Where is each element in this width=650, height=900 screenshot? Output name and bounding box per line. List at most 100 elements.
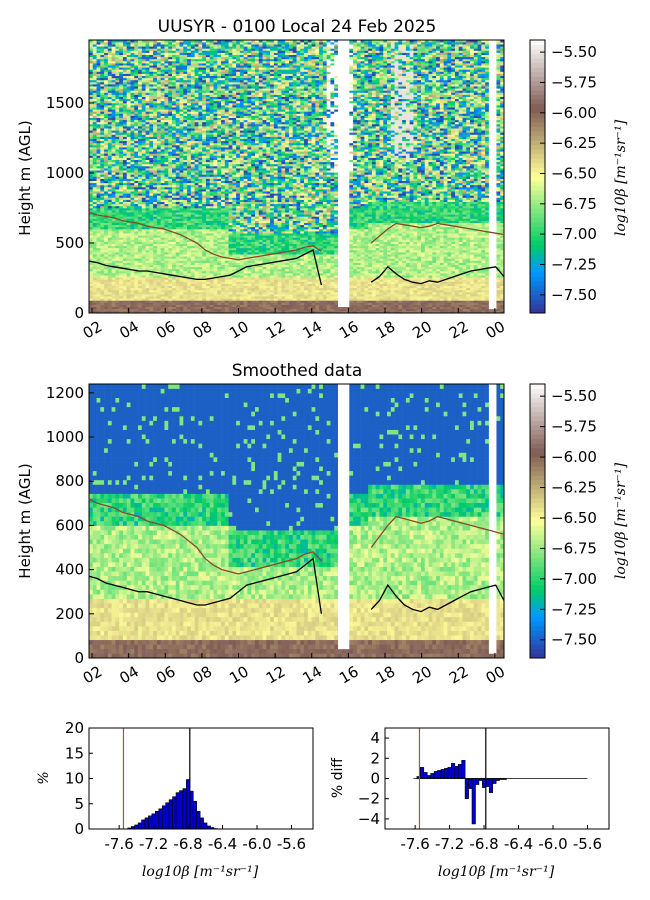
heatmap-cell bbox=[156, 216, 161, 219]
heatmap-cell bbox=[202, 65, 207, 68]
heatmap-cell bbox=[141, 149, 146, 152]
heatmap-cell bbox=[107, 73, 112, 76]
heatmap-cell bbox=[126, 258, 131, 261]
heatmap-cell bbox=[224, 161, 229, 165]
heatmap-cell bbox=[130, 271, 135, 274]
heatmap-cell bbox=[183, 281, 188, 284]
heatmap-cell bbox=[134, 111, 139, 114]
heatmap-cell bbox=[115, 201, 120, 205]
heatmap-cell bbox=[228, 136, 233, 139]
heatmap-cell bbox=[89, 58, 94, 62]
heatmap-cell bbox=[190, 142, 195, 146]
heatmap-cell bbox=[115, 44, 120, 47]
heatmap-cell bbox=[138, 285, 143, 289]
heatmap-cell bbox=[107, 191, 112, 194]
heatmap-cell bbox=[153, 304, 158, 307]
heatmap-cell bbox=[126, 155, 131, 158]
heatmap-cell bbox=[172, 239, 177, 242]
heatmap-cell bbox=[119, 250, 124, 253]
heatmap-cell bbox=[141, 264, 146, 268]
heatmap-cell bbox=[134, 231, 139, 234]
heatmap-cell bbox=[164, 136, 169, 139]
heatmap-cell bbox=[115, 153, 120, 156]
heatmap-cell bbox=[111, 126, 116, 129]
heatmap-cell bbox=[164, 187, 169, 190]
heatmap-cell bbox=[92, 65, 97, 68]
heatmap-cell bbox=[202, 172, 207, 175]
heatmap-cell bbox=[190, 79, 195, 83]
heatmap-cell bbox=[205, 285, 211, 289]
heatmap-cell bbox=[89, 203, 94, 207]
heatmap-cell bbox=[168, 243, 173, 247]
heatmap-cell bbox=[138, 231, 143, 234]
heatmap-cell bbox=[111, 130, 116, 133]
heatmap-cell bbox=[160, 115, 165, 118]
heatmap-cell bbox=[205, 88, 211, 91]
heatmap-cell bbox=[89, 252, 94, 255]
heatmap-cell bbox=[92, 208, 97, 211]
heatmap-cell bbox=[179, 109, 184, 112]
heatmap-cell bbox=[213, 46, 218, 49]
heatmap-cell bbox=[107, 222, 112, 226]
heatmap-cell bbox=[96, 275, 101, 278]
heatmap-cell bbox=[130, 296, 135, 299]
heatmap-cell bbox=[172, 128, 177, 131]
heatmap-cell bbox=[138, 163, 143, 167]
heatmap-cell bbox=[96, 63, 101, 66]
heatmap-cell bbox=[209, 189, 214, 192]
heatmap-cell bbox=[224, 296, 229, 299]
heatmap-cell bbox=[145, 159, 150, 163]
heatmap-cell bbox=[130, 262, 135, 265]
heatmap-cell bbox=[119, 86, 124, 89]
heatmap-cell bbox=[130, 224, 135, 228]
heatmap-cell bbox=[179, 214, 184, 217]
heatmap-cell bbox=[156, 134, 161, 137]
heatmap-cell bbox=[209, 121, 214, 125]
heatmap-cell bbox=[202, 161, 207, 165]
heatmap-cell bbox=[92, 302, 97, 305]
heatmap-cell bbox=[96, 140, 101, 144]
heatmap-cell bbox=[130, 306, 135, 310]
heatmap-cell bbox=[187, 132, 192, 135]
heatmap-cell bbox=[217, 128, 222, 131]
heatmap-cell bbox=[115, 86, 120, 89]
heatmap-cell bbox=[160, 138, 165, 142]
heatmap-cell bbox=[138, 247, 143, 251]
heatmap-cell bbox=[228, 119, 233, 123]
heatmap-cell bbox=[126, 147, 131, 150]
heatmap-cell bbox=[119, 52, 124, 55]
heatmap-cell bbox=[183, 172, 188, 175]
heatmap-cell bbox=[149, 71, 154, 74]
heatmap-cell bbox=[119, 126, 124, 129]
heatmap-cell bbox=[96, 199, 101, 202]
heatmap-cell bbox=[92, 94, 97, 97]
heatmap-cell bbox=[187, 142, 192, 146]
heatmap-cell bbox=[224, 130, 229, 133]
heatmap-cell bbox=[141, 289, 146, 293]
heatmap-cell bbox=[100, 145, 105, 148]
heatmap-cell bbox=[115, 208, 120, 211]
heatmap-cell bbox=[107, 306, 112, 310]
heatmap-cell bbox=[122, 61, 128, 64]
heatmap-cell bbox=[130, 90, 135, 93]
heatmap-cell bbox=[175, 226, 180, 230]
heatmap-cell bbox=[221, 237, 226, 240]
heatmap-cell bbox=[224, 289, 229, 293]
heatmap-cell bbox=[172, 155, 177, 158]
heatmap-cell bbox=[168, 124, 173, 127]
heatmap-cell bbox=[190, 77, 195, 81]
heatmap-cell bbox=[115, 176, 120, 179]
heatmap-cell bbox=[213, 308, 218, 312]
heatmap-cell bbox=[183, 90, 188, 93]
heatmap-cell bbox=[160, 306, 165, 310]
heatmap-cell bbox=[92, 132, 97, 135]
heatmap-cell bbox=[104, 149, 109, 152]
heatmap-cell bbox=[115, 166, 120, 169]
heatmap-cell bbox=[198, 283, 203, 286]
heatmap-cell bbox=[202, 138, 207, 142]
heatmap-cell bbox=[119, 268, 124, 272]
heatmap-cell bbox=[134, 132, 139, 135]
heatmap-cell bbox=[160, 239, 165, 242]
heatmap-cell bbox=[217, 237, 222, 240]
heatmap-cell bbox=[168, 157, 173, 160]
